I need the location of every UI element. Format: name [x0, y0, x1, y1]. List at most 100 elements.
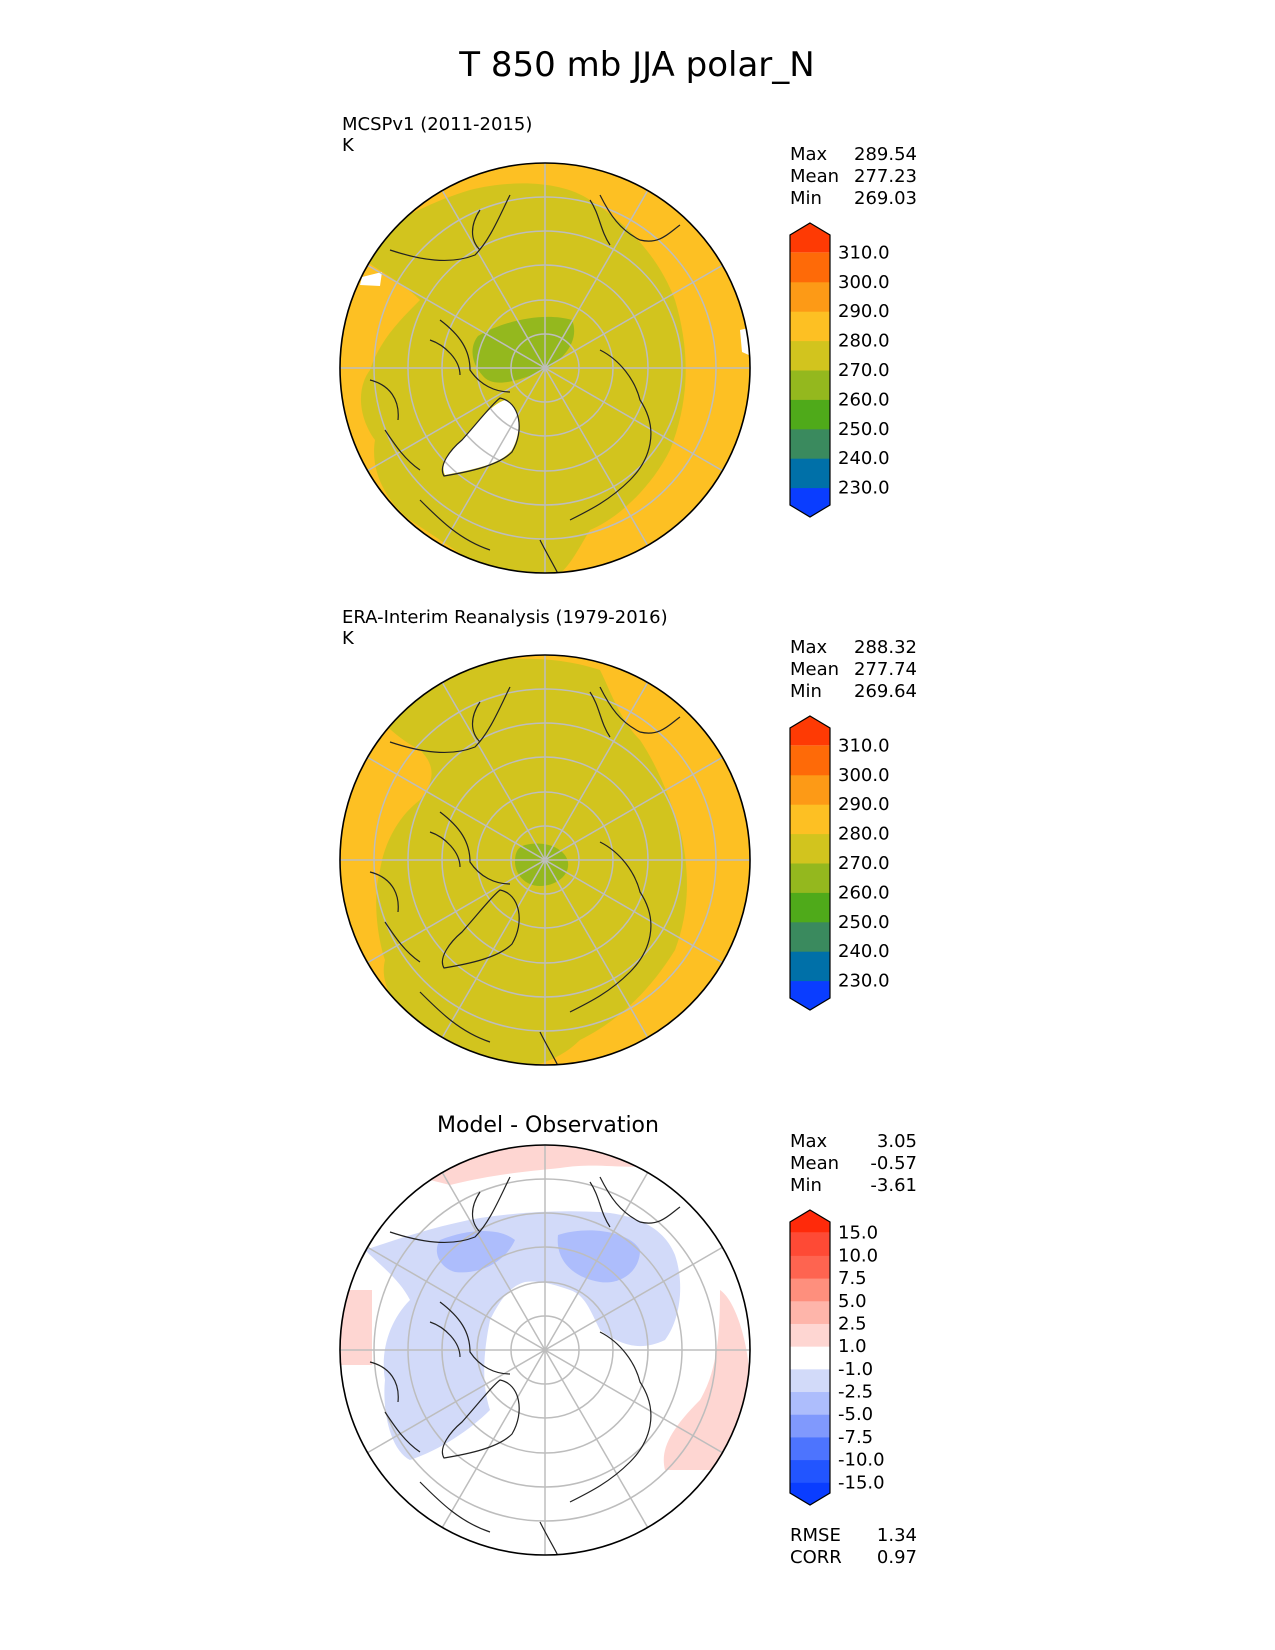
polar-map	[340, 655, 750, 1065]
stat-mean-value: 277.23	[854, 166, 917, 187]
stat-mean-value: -0.57	[870, 1153, 917, 1174]
colorbar-segment	[790, 252, 830, 283]
colorbar-segment	[790, 951, 830, 982]
colorbar-tick-label: 260.0	[838, 389, 890, 410]
field-band-pos-1-2.5-west	[340, 1290, 372, 1365]
colorbar-tick-label: 260.0	[838, 882, 890, 903]
colorbar-segment	[790, 1368, 830, 1393]
colorbar-tick-label: 270.0	[838, 853, 890, 874]
colorbar-segment	[790, 1436, 830, 1461]
figure-title: T 850 mb JJA polar_N	[458, 45, 814, 85]
stat-corr-value: 0.97	[877, 1547, 917, 1568]
missing-data-edge-east	[740, 325, 750, 360]
stat-rmse-label: RMSE	[790, 1525, 841, 1546]
grid-lines	[340, 655, 750, 1065]
colorbar-segment	[790, 1232, 830, 1256]
colorbar-segment	[790, 311, 830, 342]
stats-block: Max 288.32 Mean 277.74 Min 269.64	[790, 637, 917, 702]
colorbar-tick-label: -10.0	[838, 1450, 885, 1471]
stat-mean-label: Mean	[790, 659, 839, 680]
colorbar: 230.0 240.0 250.0 260.0 270.0 280.0 290.0 300.0…	[789, 222, 890, 518]
colorbar-tick-label: 290.0	[838, 301, 890, 322]
stat-max-value: 3.05	[877, 1131, 917, 1152]
colorbar-tick-label: 240.0	[838, 448, 890, 469]
colorbar-tick-label: 230.0	[838, 971, 890, 992]
stat-min-value: 269.64	[854, 681, 917, 702]
panel-title: ERA-Interim Reanalysis (1979-2016)	[342, 607, 668, 628]
coastlines	[369, 194, 681, 573]
stat-min-value: 269.03	[854, 188, 917, 209]
stat-mean-label: Mean	[790, 166, 839, 187]
colorbar-tick-label: 290.0	[838, 794, 890, 815]
stat-max-value: 289.54	[854, 144, 917, 165]
colorbar-tick-label: -1.0	[838, 1359, 873, 1380]
colorbar-tick-label: 300.0	[838, 272, 890, 293]
colorbar-segment	[790, 1210, 830, 1233]
field-band-pos-1-2.5-east	[663, 1290, 750, 1470]
colorbar-segment	[790, 1482, 830, 1505]
stat-mean-label: Mean	[790, 1153, 839, 1174]
colorbar-segment	[790, 370, 830, 400]
grid-lines	[340, 1145, 750, 1555]
panel-title: Model - Observation	[437, 1113, 659, 1138]
map-boundary	[339, 1144, 751, 1556]
stats-block: Max 289.54 Mean 277.23 Min 269.03	[790, 144, 917, 209]
colorbar-segment	[790, 745, 830, 776]
colorbar-outline	[789, 715, 831, 1011]
colorbar-tick-label: 250.0	[838, 419, 890, 440]
colorbar-segment	[790, 458, 830, 489]
colorbar-tick-label: 250.0	[838, 912, 890, 933]
skill-block: RMSE 1.34 CORR 0.97	[790, 1525, 917, 1568]
colorbar-segment	[790, 892, 830, 923]
colorbar-segment	[790, 804, 830, 835]
panel-units: K	[342, 135, 355, 156]
colorbar-segment	[790, 1391, 830, 1415]
panel-model: MCSPv1 (2011-2015) K	[339, 114, 917, 574]
colorbar-segment	[790, 1346, 830, 1370]
stats-block: Max 3.05 Mean -0.57 Min -3.61	[790, 1131, 917, 1196]
colorbar-segment	[790, 921, 830, 952]
missing-data-edge-west	[360, 272, 382, 286]
colorbar-segment	[790, 1459, 830, 1483]
colorbar-segment	[790, 223, 830, 253]
polar-map	[340, 163, 750, 573]
colorbar-segment	[790, 340, 830, 371]
stat-min-label: Min	[790, 681, 822, 702]
colorbar-segment	[790, 774, 830, 805]
colorbar-outline	[789, 222, 831, 518]
colorbar-tick-label: 280.0	[838, 331, 890, 352]
map-boundary	[339, 654, 751, 1066]
panel-observation: ERA-Interim Reanalysis (1979-2016) K	[339, 607, 917, 1066]
colorbar-tick-label: 230.0	[838, 478, 890, 499]
stat-min-label: Min	[790, 1175, 822, 1196]
colorbar-tick-label: 10.0	[838, 1245, 878, 1266]
colorbar-tick-label: 280.0	[838, 824, 890, 845]
polar-map	[340, 1145, 750, 1555]
colorbar-tick-label: 300.0	[838, 765, 890, 786]
coastlines	[369, 1176, 681, 1555]
coastlines	[369, 686, 681, 1065]
colorbar-segment	[790, 1300, 830, 1324]
colorbar-tick-label: -7.5	[838, 1427, 873, 1448]
stat-max-value: 288.32	[854, 637, 917, 658]
panel-difference: Model - Observation	[339, 1113, 917, 1568]
stat-max-label: Max	[790, 144, 828, 165]
stat-min-value: -3.61	[870, 1175, 917, 1196]
colorbar-tick-label: -5.0	[838, 1404, 873, 1425]
colorbar-tick-label: 310.0	[838, 242, 890, 263]
stat-mean-value: 277.74	[854, 659, 917, 680]
colorbar-outline	[789, 1209, 831, 1506]
colorbar-segment	[790, 980, 830, 1010]
colorbar-tick-label: 2.5	[838, 1313, 867, 1334]
colorbar-tick-label: 15.0	[838, 1223, 878, 1244]
colorbar: 230.0 240.0 250.0 260.0 270.0 280.0 290.0 300.0…	[789, 715, 890, 1011]
stat-max-label: Max	[790, 1131, 828, 1152]
colorbar-tick-label: 1.0	[838, 1336, 867, 1357]
stat-corr-label: CORR	[790, 1547, 842, 1568]
colorbar-segment	[790, 1255, 830, 1279]
colorbar-segment	[790, 863, 830, 893]
stat-min-label: Min	[790, 188, 822, 209]
grid-lines	[340, 163, 750, 573]
colorbar-segment	[790, 833, 830, 864]
